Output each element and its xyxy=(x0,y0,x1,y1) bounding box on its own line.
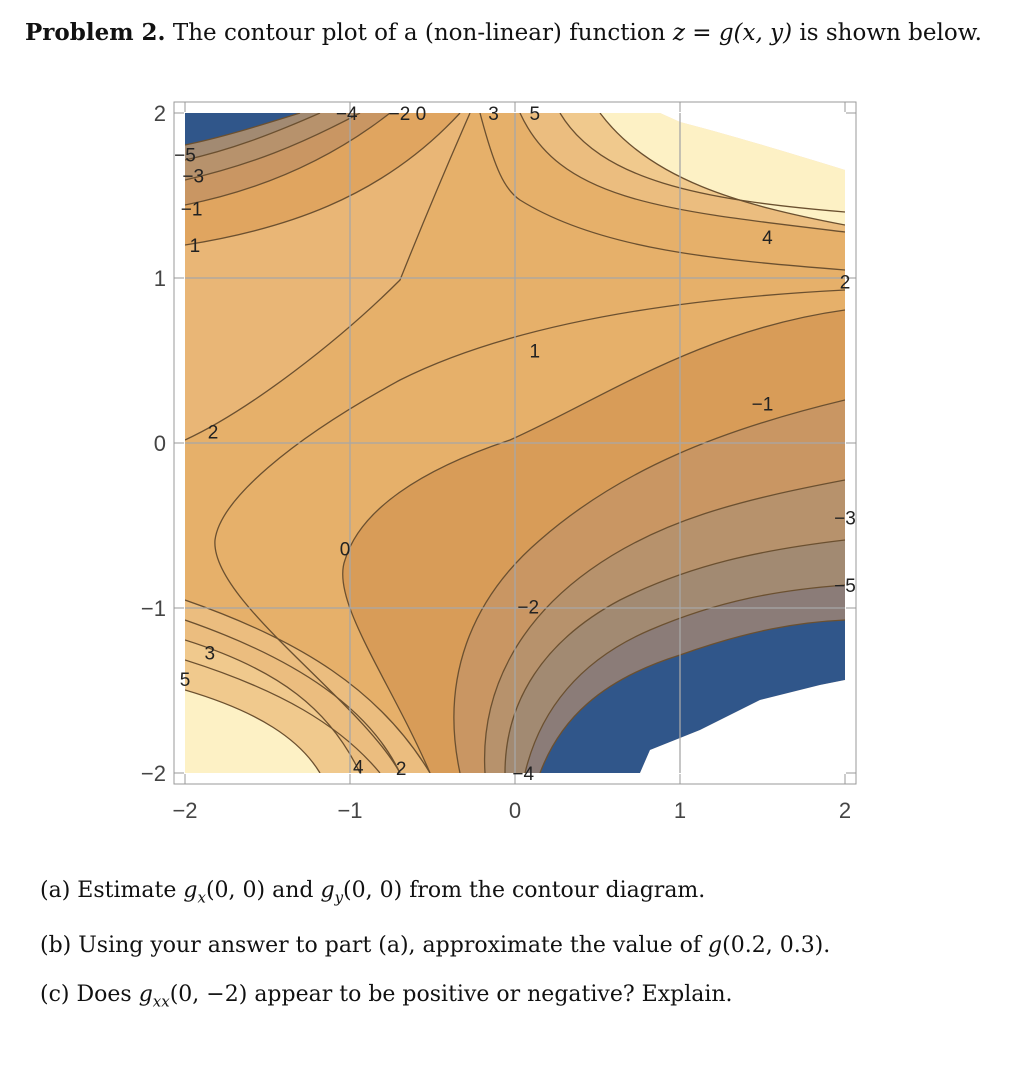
part-b-text1: Using your answer to part (a), approxima… xyxy=(78,933,702,959)
contour-label-13: 2 xyxy=(208,422,219,443)
y-tick-label-1: −1 xyxy=(141,596,166,621)
contour-label-22: −4 xyxy=(512,764,534,785)
contour-line-1 xyxy=(185,113,461,246)
contour-line-14 xyxy=(483,479,845,773)
part-b: (b) Using your answer to part (a), appro… xyxy=(40,931,980,961)
part-c: (c) Does gxx(0, −2) appear to be positiv… xyxy=(40,980,980,1016)
problem-text-before: The contour plot of a (non-linear) funct… xyxy=(172,20,666,46)
x-tick-label-0: −2 xyxy=(172,798,197,823)
contour-label-8: 1 xyxy=(190,236,201,257)
y-tick-labels: −2 −1 0 1 2 xyxy=(141,101,166,786)
part-a-expr2: g xyxy=(320,878,335,903)
contour-label-20: 4 xyxy=(353,757,364,778)
band-lower-left-5 xyxy=(185,690,320,773)
contour-line-21 xyxy=(185,619,401,773)
band-lower-right-blank xyxy=(640,680,845,773)
contour-line-3 xyxy=(185,113,361,181)
part-a-text2: and xyxy=(272,878,314,903)
contour-line-22 xyxy=(185,659,381,773)
x-tick-label-3: 1 xyxy=(674,798,686,823)
contour-label-17: −2 xyxy=(517,597,539,618)
band-ul-5 xyxy=(185,113,300,145)
contour-line-16 xyxy=(524,584,845,773)
part-a-expr1: g xyxy=(183,878,198,903)
band-neg-5 xyxy=(540,620,845,773)
x-tick-labels: −2 −1 0 1 2 xyxy=(172,798,851,823)
contour-label-2: 0 xyxy=(416,104,427,125)
contour-line-19 xyxy=(185,639,361,773)
x-tick-label-1: −1 xyxy=(337,798,362,823)
grid-lines xyxy=(185,113,845,773)
contour-line-11 xyxy=(342,309,845,773)
part-a-text3: from the contour diagram. xyxy=(409,878,706,903)
part-c-text2: appear to be positive or negative? Expla… xyxy=(254,982,733,1008)
contour-label-21: 2 xyxy=(396,759,407,780)
problem-statement: Problem 2. The contour plot of a (non-li… xyxy=(25,16,985,50)
contour-line-12 xyxy=(214,289,845,773)
contour-label-19: 5 xyxy=(180,670,191,691)
part-c-sub: xx xyxy=(152,992,170,1011)
part-c-args: (0, −2) xyxy=(169,982,248,1008)
contour-label-7: −1 xyxy=(181,200,203,221)
y-tick-label-0: −2 xyxy=(141,761,166,786)
y-tick-label-2: 0 xyxy=(154,431,166,456)
contour-line-15 xyxy=(504,539,845,773)
contour-label-1: −2 xyxy=(389,104,411,125)
part-a: (a) Estimate gx(0, 0) and gy(0, 0) from … xyxy=(40,876,980,912)
contour-lines xyxy=(185,113,845,773)
band-left-center xyxy=(185,113,470,440)
contour-line-4 xyxy=(185,113,321,161)
problem-text-after: is shown below. xyxy=(799,20,982,46)
contour-label-0: −4 xyxy=(336,104,358,125)
band-upper-right-blank xyxy=(660,113,845,170)
part-b-expr: g xyxy=(708,933,723,959)
contour-plot: −2 −1 0 1 2 −2 −1 0 1 2 −4 −2 0 3 5 −5 −3 −1 1 4 2 1 −1 2 −3 0−… xyxy=(141,101,857,823)
contour-label-10: 2 xyxy=(840,272,851,293)
part-b-label: (b) xyxy=(40,933,72,959)
part-a-sub2: y xyxy=(334,888,344,907)
part-b-args: (0.2, 0.3). xyxy=(722,933,831,959)
contour-line-7 xyxy=(479,113,845,271)
question-parts: (a) Estimate gx(0, 0) and gy(0, 0) from … xyxy=(40,876,980,1036)
y-tick-label-4: 2 xyxy=(154,101,166,126)
part-c-expr: g xyxy=(138,982,153,1008)
contour-line-8 xyxy=(519,113,845,233)
contour-label-6: −3 xyxy=(182,167,204,188)
contour-line-18 xyxy=(185,599,431,773)
contour-line-5 xyxy=(185,113,301,146)
part-a-sub1: x xyxy=(197,888,206,907)
contour-label-14: −3 xyxy=(834,508,856,529)
band-upper-right-5 xyxy=(600,113,845,225)
contour-label-11: 1 xyxy=(530,342,541,363)
part-a-args1: (0, 0) xyxy=(205,878,266,903)
contour-label-5: −5 xyxy=(174,145,196,166)
part-a-label: (a) xyxy=(40,878,71,903)
contour-line-2 xyxy=(185,113,391,206)
axis-ticks xyxy=(174,102,856,784)
contour-line-6 xyxy=(185,113,471,441)
part-a-text1: Estimate xyxy=(77,878,177,903)
contour-line-9 xyxy=(559,113,845,213)
part-c-text1: Does xyxy=(76,982,132,1008)
part-a-args2: (0, 0) xyxy=(343,878,403,903)
contour-line-10 xyxy=(599,113,845,226)
contour-line-13 xyxy=(453,399,845,773)
problem-label: Problem 2. xyxy=(25,19,166,46)
part-c-label: (c) xyxy=(40,982,70,1008)
contour-label-15: 0 xyxy=(340,540,351,561)
x-tick-label-4: 2 xyxy=(839,798,851,823)
contour-label-9: 4 xyxy=(762,228,773,249)
contour-line-20 xyxy=(185,689,321,773)
contour-label-3: 3 xyxy=(488,104,499,125)
y-tick-label-3: 1 xyxy=(154,266,166,291)
x-tick-label-2: 0 xyxy=(509,798,521,823)
contour-label-12: −1 xyxy=(752,394,774,415)
problem-equation: z = g(x, y) xyxy=(672,20,793,46)
contour-label-18: 3 xyxy=(204,644,215,665)
contour-label-16: −5 xyxy=(834,576,856,597)
contour-label-4: 5 xyxy=(530,104,541,125)
